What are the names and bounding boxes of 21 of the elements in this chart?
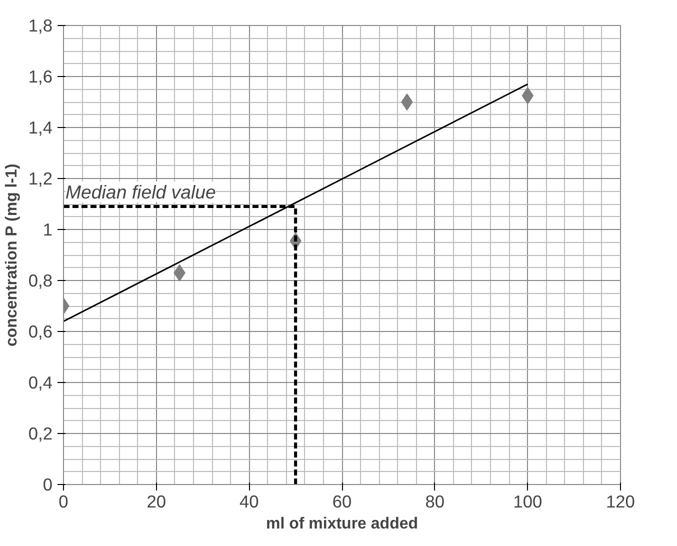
point [401,94,413,110]
x-tick-label: 40 [240,492,259,512]
y-tick-label: 1,8 [28,16,53,36]
x-tick-label: 100 [513,492,542,512]
x-tick-label: 80 [425,492,444,512]
y-tick-label: 0,6 [28,322,53,342]
y-tick-label: 0,4 [28,372,53,392]
x-tick-label: 60 [332,492,352,512]
y-tick-label: 1,2 [28,168,53,188]
x-tick-label: 20 [146,492,166,512]
y-tick-label: 0 [42,474,53,494]
y-tick-label: 1,4 [28,118,53,138]
x-axis-title: ml of mixture added [266,516,418,532]
y-tick-label: 1,6 [28,66,53,86]
annotation: Median field value [66,182,216,203]
x-tick-label: 0 [58,492,68,512]
y-tick-label: 1 [42,220,53,240]
x-tick-label: 120 [606,492,635,512]
y-tick-label: 0,8 [28,270,53,290]
y-tick-label: 0,2 [28,424,53,444]
y-axis-title: concentration P (mg l-1) [3,164,20,347]
